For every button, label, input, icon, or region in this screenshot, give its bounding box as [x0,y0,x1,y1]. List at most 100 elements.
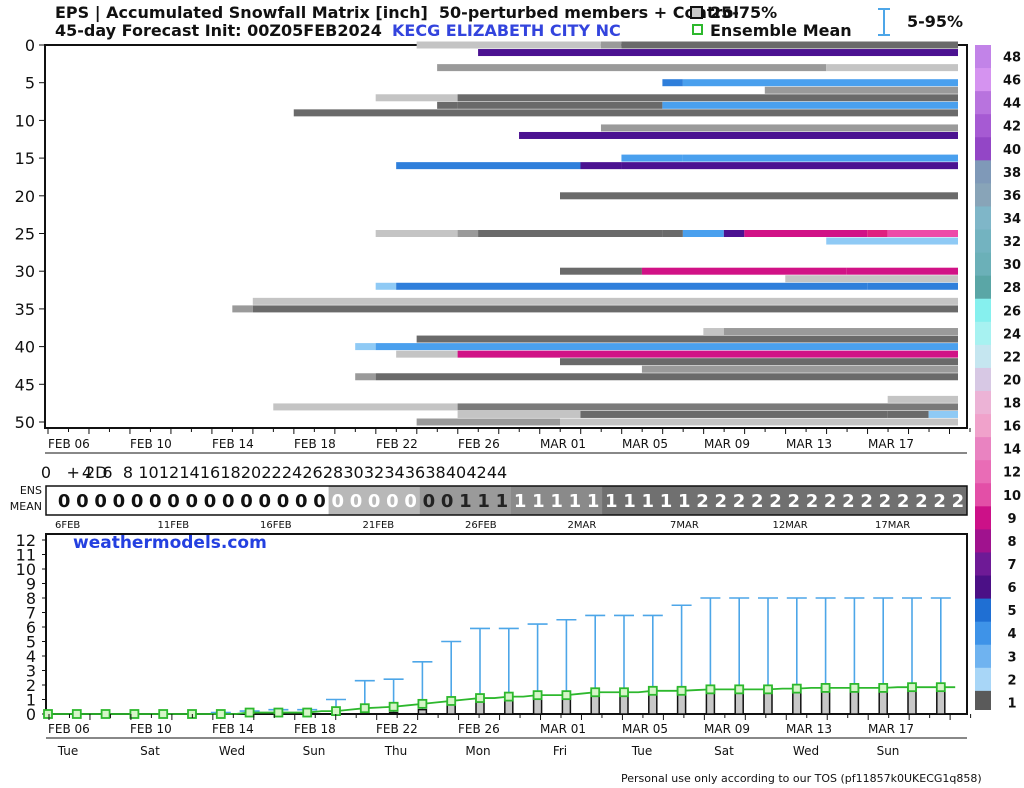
mean-cell-value: 0 [331,491,344,512]
dist-x-label: FEB 06 [48,722,90,736]
mean-cell-value: 0 [94,491,107,512]
colorbar-tick-label: 36 [1003,189,1021,204]
colorbar-swatch [975,137,991,161]
colorbar-tick-label: 10 [1003,489,1021,504]
mean-cell-value: 1 [569,491,582,512]
colorbar-tick-label: 12 [1003,466,1021,481]
mean-marker [647,685,658,696]
colorbar-tick-label: 34 [1003,212,1021,227]
dist-y-label: 1 [26,691,36,710]
member-bar [826,64,958,72]
member-bar [416,418,560,426]
mean-cell-value: 0 [204,491,217,512]
mean-cell-value: 2 [787,491,800,512]
colorbar-tick-label: 2 [1007,673,1016,688]
mean-marker [244,707,255,718]
date-tick-label: 6FEB [55,520,80,528]
mean-marker [43,709,53,719]
member-bar [375,343,958,351]
member-bar [682,154,958,162]
mean-cell-value: 2 [714,491,727,512]
member-bar [252,297,959,305]
mean-cell-value: 0 [167,491,180,512]
colorbar-tick-label: 8 [1007,535,1016,550]
mean-cell-value: 2 [806,491,819,512]
member-bar [662,79,683,87]
mean-cell [219,486,238,515]
mean-cell-value: 0 [386,491,399,512]
colorbar-swatch [975,160,991,184]
mean-cell-value: 0 [350,491,363,512]
colorbar-swatch [975,552,991,577]
mean-cell [182,486,202,515]
member-bar [560,418,958,426]
dist-y-label: 7 [26,604,36,623]
mean-cell-value: 0 [58,491,71,512]
member-bar [375,230,458,237]
mean-cell [693,486,713,515]
mean-cell [583,486,603,515]
day-tick-label: 12 [159,463,179,482]
mean-marker [273,707,284,718]
x-tick-label: MAR 01 [540,437,586,451]
mean-cell-value: 0 [131,491,144,512]
x-tick-label: FEB 22 [376,437,418,451]
mean-cell [419,486,439,515]
mean-cell-value: 1 [605,491,618,512]
x-tick-label: MAR 05 [622,437,668,451]
day-tick-label: 4 [82,463,92,482]
mean-cell [729,486,749,515]
dist-x-label: FEB 18 [294,722,336,736]
y-tick-label: 45 [15,375,35,394]
dist-y-label: 4 [26,647,36,666]
mean-cell [656,486,676,515]
mean-cell-value: 0 [368,491,381,512]
mean-cell [438,486,457,515]
weekday-label: Tue [57,744,79,758]
weekday-label: Mon [465,744,490,758]
mean-cell [875,486,895,515]
date-tick-label: 11FEB [158,520,190,528]
mean-cell-value: 1 [532,491,545,512]
member-bar [396,282,868,290]
dist-y-label: 9 [26,575,36,594]
station-label: KECG ELIZABETH CITY NC [392,21,621,40]
mean-marker [763,684,773,695]
mean-marker [849,682,860,693]
member-bar [560,358,958,366]
member-bar [723,328,958,336]
mean-marker [791,683,802,694]
legend-whisker-icon [878,8,890,36]
colorbar-tick-label: 28 [1003,281,1021,296]
mean-marker [158,709,169,719]
member-bar [355,343,376,351]
x-tick-label: FEB 10 [130,437,172,451]
colorbar-swatch [975,460,991,484]
mean-cell [492,486,512,515]
dist-x-label: MAR 17 [868,722,914,736]
mean-cell-value: 2 [879,491,892,512]
mean-cell [91,486,111,515]
member-bar [662,230,683,237]
x-tick-label: FEB 06 [48,437,90,451]
mean-marker [302,707,313,718]
mean-cell-value: 2 [915,491,928,512]
colorbar-tick-label: 1 [1007,696,1016,710]
day-tick-label: 22 [261,463,281,482]
mean-marker [532,690,543,701]
mean-cell [328,486,348,515]
mean-cell-value: 1 [477,491,490,512]
member-bar [621,41,958,49]
forecast-init-label: 45-day Forecast Init: 00Z05FEB2024 [55,21,382,40]
y-tick-label: 5 [25,74,35,93]
mean-marker [935,682,946,693]
colorbar-tick-label: 32 [1003,235,1021,250]
x-tick-label: FEB 18 [294,437,336,451]
mean-cell-value: 2 [933,491,946,512]
member-bar [273,403,458,411]
mean-cell-value: 2 [860,491,873,512]
member-bar [600,41,622,49]
colorbar-tick-label: 40 [1003,143,1021,158]
mean-row-label: MEAN [10,500,42,513]
colorbar-tick-label: 42 [1003,120,1021,135]
